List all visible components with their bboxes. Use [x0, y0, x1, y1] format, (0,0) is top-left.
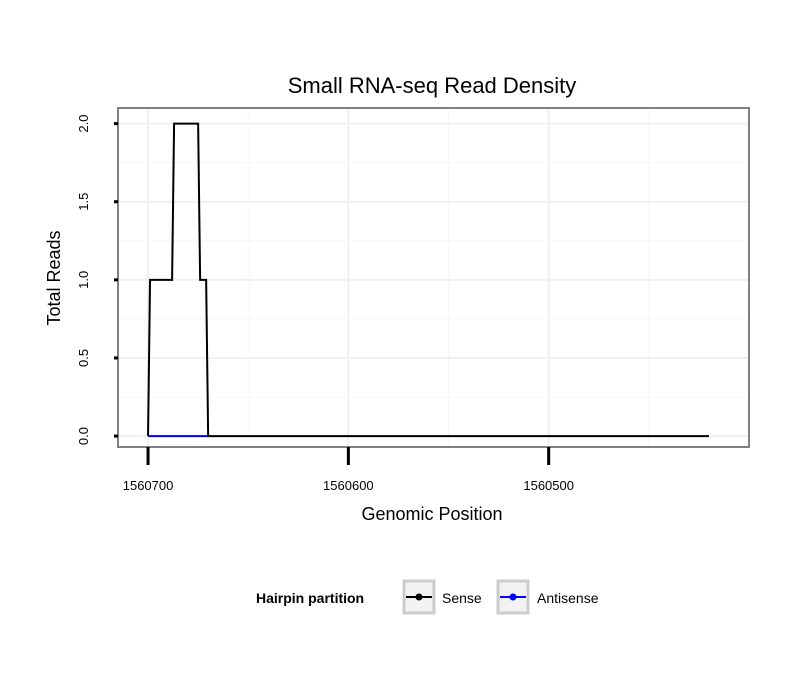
y-tick-label: 0.0 — [76, 427, 91, 445]
x-axis-label: Genomic Position — [361, 504, 502, 524]
legend-label-antisense: Antisense — [537, 590, 599, 606]
y-tick-label: 2.0 — [76, 115, 91, 133]
chart-title: Small RNA-seq Read Density — [288, 73, 577, 98]
y-axis: 0.0 0.5 1.0 1.5 2.0 — [76, 115, 118, 445]
legend-point-sense — [415, 593, 423, 601]
y-tick-label: 1.5 — [76, 193, 91, 211]
y-axis-label: Total Reads — [44, 230, 64, 325]
plot-panel-border — [117, 107, 750, 448]
grid-lines — [118, 108, 750, 447]
x-axis: 1560700 1560600 1560500 — [123, 447, 574, 493]
series-line-sense — [147, 122, 709, 438]
legend-point-antisense — [509, 593, 517, 601]
x-tick-label: 1560600 — [323, 478, 374, 493]
legend-title: Hairpin partition — [256, 590, 364, 606]
legend-label-sense: Sense — [442, 590, 482, 606]
y-tick-label: 0.5 — [76, 349, 91, 367]
x-tick-label: 1560500 — [523, 478, 574, 493]
series-layer — [147, 122, 709, 438]
legend: Hairpin partition Sense Antisense — [256, 579, 599, 615]
y-tick-label: 1.0 — [76, 271, 91, 289]
x-tick-label: 1560700 — [123, 478, 174, 493]
